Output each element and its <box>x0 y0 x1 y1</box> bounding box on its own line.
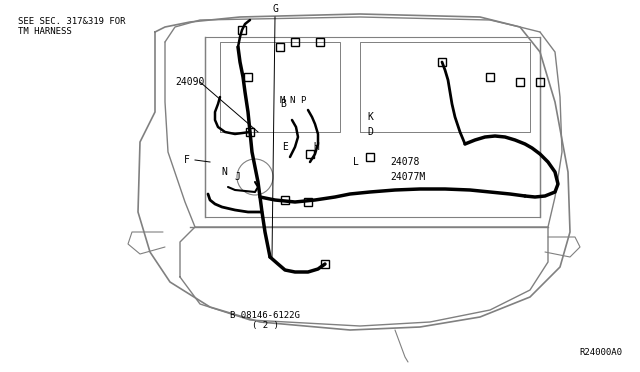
Bar <box>516 78 524 86</box>
Bar <box>281 196 289 204</box>
Text: L: L <box>353 157 359 167</box>
Text: G: G <box>272 4 278 14</box>
Bar <box>238 26 246 34</box>
Text: 24090: 24090 <box>175 77 204 87</box>
Bar <box>276 43 284 51</box>
Bar <box>304 198 312 206</box>
Bar <box>316 38 324 46</box>
Text: D: D <box>367 127 373 137</box>
Bar <box>536 78 544 86</box>
Text: 24078: 24078 <box>390 157 419 167</box>
Bar <box>246 128 254 136</box>
Text: R24000A0: R24000A0 <box>579 348 622 357</box>
Text: F: F <box>184 155 190 165</box>
Bar <box>438 58 446 66</box>
Text: N: N <box>289 96 294 105</box>
Text: K: K <box>367 112 373 122</box>
Bar <box>291 38 299 46</box>
Bar <box>486 73 494 81</box>
Bar <box>321 260 329 268</box>
Bar <box>306 150 314 158</box>
Text: N: N <box>221 167 227 177</box>
Text: 24077M: 24077M <box>390 172 425 182</box>
Text: J: J <box>234 172 240 182</box>
Text: M: M <box>279 96 285 105</box>
Text: P: P <box>300 96 306 105</box>
Text: H: H <box>313 142 319 152</box>
Text: B 08146-6122G
( 2 ): B 08146-6122G ( 2 ) <box>230 311 300 330</box>
Text: B: B <box>280 99 286 109</box>
Text: SEE SEC. 317&319 FOR
TM HARNESS: SEE SEC. 317&319 FOR TM HARNESS <box>18 17 125 36</box>
Text: E: E <box>282 142 288 152</box>
Bar <box>366 153 374 161</box>
Bar <box>244 73 252 81</box>
